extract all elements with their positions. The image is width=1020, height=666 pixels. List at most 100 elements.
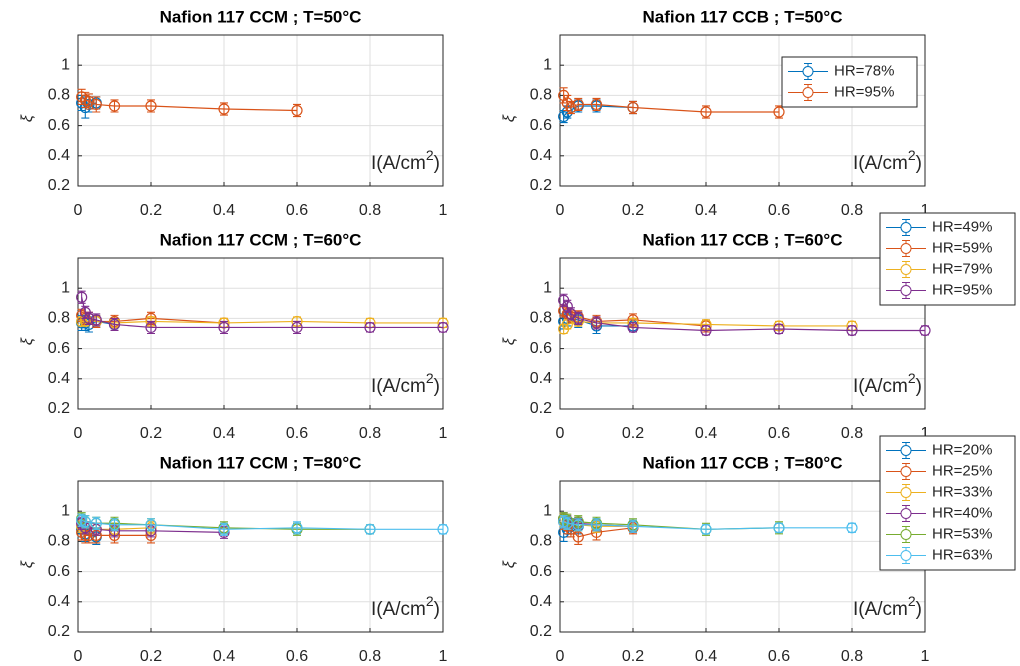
error-bar — [629, 100, 637, 115]
y-tick-label: 1 — [61, 502, 70, 519]
y-axis-label: ξ — [19, 560, 36, 568]
legend: HR=78% HR=95% — [781, 56, 918, 108]
x-tick-label: 0.4 — [213, 202, 235, 219]
data-point — [590, 519, 603, 531]
data-point — [572, 531, 584, 543]
y-axis-label: ξ — [501, 560, 518, 568]
error-bar — [110, 518, 119, 532]
error-bar — [574, 97, 583, 112]
annotation-text: I(A/cm — [371, 376, 426, 397]
x-tick-label: 1 — [439, 648, 448, 665]
error-bar — [220, 102, 228, 116]
data-point — [565, 101, 577, 114]
x-tick-label: 1 — [921, 648, 930, 665]
series-line — [563, 299, 925, 332]
data-point — [364, 523, 376, 535]
legend-marker — [900, 445, 912, 456]
x-tick-label: 0.6 — [286, 425, 308, 442]
chart-title: Nafion 117 CCB ; T=50°C — [643, 7, 843, 26]
annotation-text: ) — [916, 376, 922, 397]
data-point — [627, 520, 639, 532]
data-point — [364, 321, 376, 334]
data-point — [145, 519, 157, 531]
error-bar — [629, 519, 637, 533]
y-tick-label: 1 — [543, 279, 552, 296]
annotation-text: ) — [434, 599, 440, 620]
y-axis-label: ξ — [19, 114, 36, 122]
y-tick-label: 0.8 — [48, 87, 70, 104]
data-point — [291, 522, 303, 534]
y-axis-label: ξ — [501, 337, 518, 345]
legend-marker — [900, 264, 912, 275]
data-point — [700, 324, 712, 337]
y-tick-label: 1 — [61, 56, 70, 73]
error-bar — [293, 103, 301, 118]
series-line — [563, 521, 852, 530]
legend-label: HR=20% — [932, 441, 992, 458]
x-tick-label: 0.4 — [695, 648, 717, 665]
legend-label: HR=63% — [932, 546, 992, 563]
data-point — [145, 321, 157, 334]
data-point — [437, 321, 449, 334]
legend-label: HR=59% — [932, 239, 992, 256]
chart-title: Nafion 117 CCM ; T=80°C — [160, 453, 362, 472]
error-bar — [220, 320, 228, 335]
error-bar — [702, 105, 710, 119]
data-point — [108, 318, 121, 331]
error-bar — [92, 313, 101, 327]
legend-label: HR=78% — [834, 62, 894, 79]
legend-label: HR=95% — [834, 83, 894, 100]
data-point — [773, 522, 785, 534]
x-tick-label: 0.4 — [695, 202, 717, 219]
data-point — [90, 314, 102, 326]
y-tick-label: 0.8 — [530, 310, 552, 327]
x-tick-label: 0.8 — [359, 425, 381, 442]
chart-title: Nafion 117 CCB ; T=60°C — [643, 230, 843, 249]
y-tick-label: 1 — [61, 279, 70, 296]
x-annotation: I(A/cm2) — [853, 593, 922, 620]
annotation-superscript: 2 — [426, 147, 434, 163]
legend-label: HR=25% — [932, 462, 992, 479]
y-tick-label: 0.4 — [48, 593, 70, 610]
error-bar — [147, 320, 155, 335]
error-bar — [77, 290, 86, 304]
legend-marker — [900, 466, 912, 477]
error-bar — [592, 518, 601, 532]
axes-frame — [77, 480, 444, 633]
x-tick-label: 0.2 — [140, 425, 162, 442]
annotation-superscript: 2 — [908, 593, 916, 609]
data-point — [90, 98, 102, 111]
chart-title: Nafion 117 CCM ; T=60°C — [160, 230, 362, 249]
error-bar — [574, 311, 583, 325]
y-tick-label: 0.8 — [48, 533, 70, 550]
x-tick-label: 0.4 — [213, 425, 235, 442]
data-point — [773, 106, 785, 118]
x-tick-label: 0.4 — [213, 648, 235, 665]
annotation-text: ) — [916, 599, 922, 620]
legend-marker — [802, 87, 814, 98]
y-tick-label: 0.4 — [530, 593, 552, 610]
x-tick-label: 0.2 — [622, 202, 644, 219]
y-tick-label: 0.4 — [48, 370, 70, 387]
legend: HR=20% HR=25% HR=33% HR=40% HR=53% HR=63% — [879, 435, 1016, 571]
annotation-text: I(A/cm — [371, 153, 426, 174]
x-tick-label: 0.6 — [768, 648, 790, 665]
error-bar — [110, 317, 119, 332]
data-point — [846, 324, 858, 337]
annotation-text: ) — [434, 376, 440, 397]
y-tick-label: 0.6 — [48, 117, 70, 134]
data-point — [291, 104, 303, 117]
x-tick-label: 1 — [921, 202, 930, 219]
x-tick-label: 1 — [439, 202, 448, 219]
chart-title: Nafion 117 CCM ; T=50°C — [160, 7, 362, 26]
data-point — [437, 523, 449, 535]
legend-marker — [900, 487, 912, 498]
x-annotation: I(A/cm2) — [853, 370, 922, 397]
data-point — [83, 312, 95, 324]
error-bar — [220, 522, 228, 536]
legend-label: HR=79% — [932, 260, 992, 277]
